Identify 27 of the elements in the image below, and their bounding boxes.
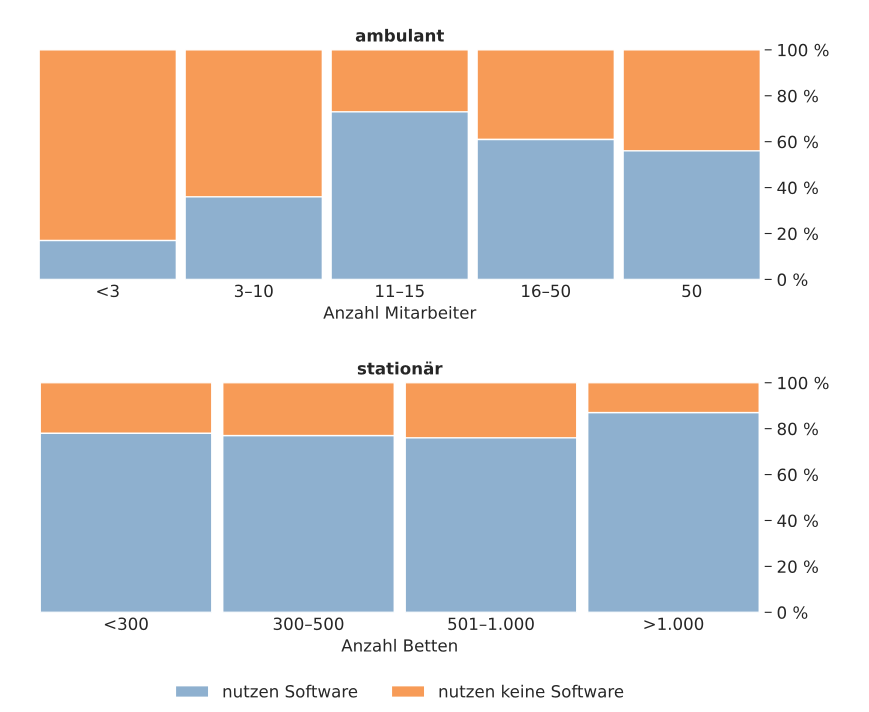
legend-label: nutzen Software bbox=[224, 684, 358, 698]
y-tick-label: 20 % bbox=[778, 560, 818, 573]
y-tick-label: 0 % bbox=[778, 273, 808, 286]
y-tick-label: 20 % bbox=[778, 227, 818, 240]
y-tick-label: 40 % bbox=[777, 182, 818, 194]
x-tick-label: 3–10 bbox=[234, 284, 273, 298]
y-tick-label: 60 % bbox=[778, 468, 818, 482]
x-tick-label: 16–50 bbox=[522, 284, 570, 298]
y-tick-label: 60 % bbox=[778, 136, 818, 148]
y-tick-label: 40 % bbox=[777, 514, 818, 528]
x-tick-label: 50 bbox=[682, 284, 702, 298]
x-tick-label: 501–1.000 bbox=[448, 617, 534, 630]
x-tick-label: >1.000 bbox=[644, 617, 704, 630]
y-tick-label: 80 % bbox=[778, 422, 818, 436]
y-tick-label: 100 % bbox=[778, 44, 829, 56]
legend-label: nutzen keine Software bbox=[440, 684, 624, 698]
y-tick-label: 0 % bbox=[778, 606, 808, 619]
x-tick-label: <300 bbox=[104, 617, 148, 630]
x-tick-label: 11–15 bbox=[376, 284, 424, 298]
chart-title: ambulant bbox=[356, 28, 444, 42]
x-tick-label: 300–500 bbox=[274, 617, 344, 630]
chart-title: stationär bbox=[358, 362, 442, 375]
x-tick-label: <3 bbox=[97, 284, 119, 298]
x-axis-title: Anzahl Betten bbox=[341, 638, 457, 652]
y-tick-label: 100 % bbox=[778, 376, 829, 390]
y-tick-label: 80 % bbox=[778, 90, 818, 102]
x-axis-title: Anzahl Mitarbeiter bbox=[323, 306, 476, 319]
